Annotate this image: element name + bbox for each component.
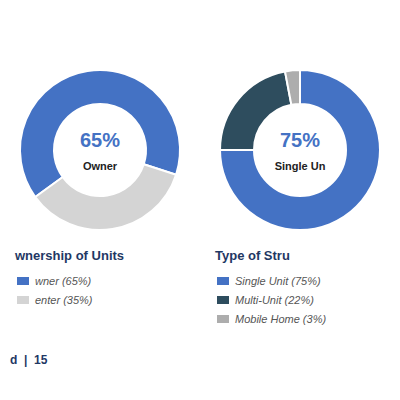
svg-text:wnership of Units: wnership of Units [14,248,124,263]
svg-text:wner (65%): wner (65%) [35,275,92,287]
svg-text:d | 15: d | 15 [10,353,48,367]
svg-text:Single Un: Single Un [275,160,326,172]
svg-text:65%: 65% [80,129,120,151]
svg-text:Multi-Unit (22%): Multi-Unit (22%) [235,294,314,306]
svg-text:enter (35%): enter (35%) [35,294,93,306]
svg-text:75%: 75% [280,129,320,151]
svg-text:Mobile Home (3%): Mobile Home (3%) [235,313,326,325]
svg-text:Type of Stru: Type of Stru [215,248,290,263]
svg-text:Owner: Owner [83,160,118,172]
svg-text:Single Unit (75%): Single Unit (75%) [235,275,321,287]
